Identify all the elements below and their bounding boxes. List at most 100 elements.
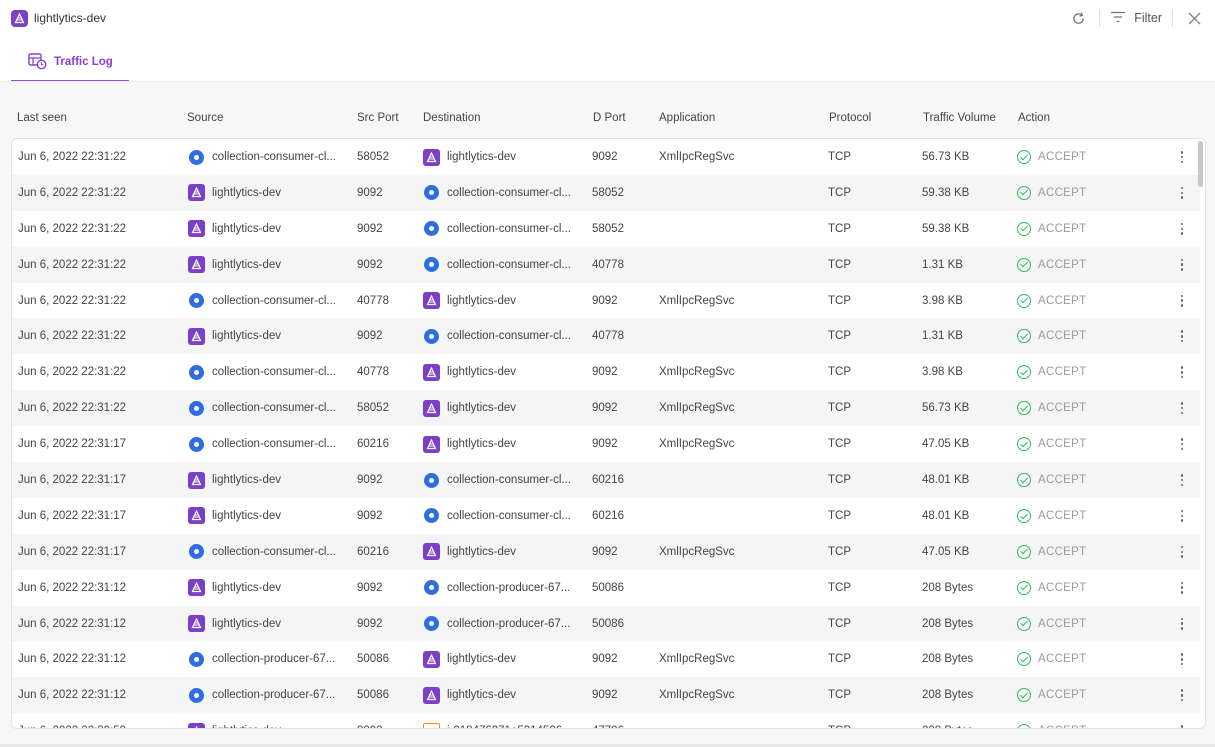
table-row[interactable]: Jun 6, 2022 22:31:22 lightlytics-dev 9092 c… (12, 174, 1200, 211)
kubernetes-icon (189, 544, 204, 560)
table-row[interactable]: Jun 6, 2022 22:31:22 lightlytics-dev 9092 c… (12, 211, 1200, 247)
source-cell[interactable]: collection-producer-67... (188, 677, 348, 713)
table-row[interactable]: Jun 6, 2022 22:31:22 collection-consumer-… (12, 283, 1200, 319)
action-label: ACCEPT (1038, 713, 1086, 728)
column-header-action[interactable]: Action (1018, 112, 1050, 124)
more-vertical-icon[interactable] (1180, 689, 1184, 702)
table-row[interactable]: Jun 6, 2022 22:31:17 collection-consumer-… (12, 533, 1200, 570)
more-vertical-icon[interactable] (1180, 258, 1184, 271)
table-row[interactable]: Jun 6, 2022 22:31:12 lightlytics-dev 9092 c… (12, 570, 1200, 606)
column-header-last-seen[interactable]: Last seen (17, 112, 67, 124)
traffic-volume-cell: 48.01 KB (922, 509, 970, 522)
table-row[interactable]: Jun 6, 2022 22:31:12 collection-producer-… (12, 641, 1200, 677)
tab-traffic-log[interactable]: Traffic Log (11, 43, 129, 82)
source-cell[interactable]: lightlytics-dev (188, 606, 348, 642)
table-row[interactable]: Jun 6, 2022 22:30:59 lightlytics-dev 9092 i… (12, 713, 1200, 728)
column-header-protocol[interactable]: Protocol (829, 112, 872, 124)
destination-cell[interactable]: lightlytics-dev (423, 534, 583, 570)
destination-cell[interactable]: lightlytics-dev (423, 641, 583, 677)
more-vertical-icon[interactable] (1180, 186, 1184, 199)
table-row[interactable]: Jun 6, 2022 22:31:12 collection-producer-… (12, 677, 1200, 714)
last-seen-cell: Jun 6, 2022 22:31:12 (18, 689, 127, 702)
destination-name: lightlytics-dev (447, 402, 517, 415)
source-cell[interactable]: collection-consumer-cl... (188, 139, 348, 175)
source-cell[interactable]: lightlytics-dev (188, 570, 348, 606)
more-vertical-icon[interactable] (1180, 438, 1184, 451)
destination-cell[interactable]: lightlytics-dev (423, 283, 583, 319)
destination-cell[interactable]: collection-consumer-cl... (423, 498, 583, 534)
close-icon[interactable] (1183, 7, 1205, 29)
table-row[interactable]: Jun 6, 2022 22:31:17 lightlytics-dev 9092 c… (12, 462, 1200, 498)
table-row[interactable]: Jun 6, 2022 22:31:22 lightlytics-dev 9092 c… (12, 246, 1200, 283)
more-vertical-icon[interactable] (1180, 725, 1184, 728)
column-header-destination[interactable]: Destination (423, 112, 481, 124)
source-cell[interactable]: lightlytics-dev (188, 462, 348, 498)
destination-cell[interactable]: collection-consumer-cl... (423, 318, 583, 354)
column-header-d-port[interactable]: D Port (593, 112, 626, 124)
source-cell[interactable]: lightlytics-dev (188, 713, 348, 728)
source-cell[interactable]: lightlytics-dev (188, 247, 348, 283)
source-cell[interactable]: collection-consumer-cl... (188, 354, 348, 390)
more-vertical-icon[interactable] (1180, 330, 1184, 343)
destination-name: lightlytics-dev (447, 438, 517, 451)
table-row[interactable]: Jun 6, 2022 22:31:22 collection-consumer-… (12, 390, 1200, 427)
refresh-icon[interactable] (1067, 7, 1089, 29)
source-cell[interactable]: collection-producer-67... (188, 641, 348, 677)
lightlytics-icon (188, 579, 205, 597)
more-vertical-icon[interactable] (1180, 474, 1184, 487)
destination-cell[interactable]: collection-consumer-cl... (423, 175, 583, 211)
destination-cell[interactable]: lightlytics-dev (423, 354, 583, 390)
d-port-cell: 9092 (592, 545, 618, 558)
table-row[interactable]: Jun 6, 2022 22:31:22 collection-consumer-… (12, 354, 1200, 390)
table-row[interactable]: Jun 6, 2022 22:31:22 collection-consumer-… (12, 139, 1200, 175)
more-vertical-icon[interactable] (1180, 366, 1184, 379)
traffic-log-icon (28, 53, 47, 70)
table-row[interactable]: Jun 6, 2022 22:31:17 collection-consumer-… (12, 426, 1200, 462)
destination-cell[interactable]: lightlytics-dev (423, 390, 583, 426)
destination-cell[interactable]: collection-consumer-cl... (423, 462, 583, 498)
destination-cell[interactable]: lightlytics-dev (423, 139, 583, 175)
source-cell[interactable]: lightlytics-dev (188, 211, 348, 247)
more-vertical-icon[interactable] (1180, 545, 1184, 558)
last-seen-cell: Jun 6, 2022 22:31:17 (18, 509, 127, 522)
source-cell[interactable]: collection-consumer-cl... (188, 390, 348, 426)
lightlytics-icon (423, 543, 440, 561)
column-header-src-port[interactable]: Src Port (357, 112, 399, 124)
source-cell[interactable]: collection-consumer-cl... (188, 283, 348, 319)
destination-cell[interactable]: collection-consumer-cl... (423, 211, 583, 247)
column-header-source[interactable]: Source (187, 112, 224, 124)
destination-cell[interactable]: lightlytics-dev (423, 426, 583, 462)
destination-cell[interactable]: lightlytics-dev (423, 677, 583, 713)
more-vertical-icon[interactable] (1180, 151, 1184, 163)
destination-cell[interactable]: collection-producer-67... (423, 606, 583, 642)
last-seen-cell: Jun 6, 2022 22:31:22 (18, 186, 127, 199)
destination-cell[interactable]: collection-consumer-cl... (423, 247, 583, 283)
table-row[interactable]: Jun 6, 2022 22:31:17 lightlytics-dev 9092 c… (12, 498, 1200, 534)
more-vertical-icon[interactable] (1180, 653, 1184, 666)
more-vertical-icon[interactable] (1180, 294, 1184, 307)
source-name: lightlytics-dev (212, 258, 282, 271)
table-row[interactable]: Jun 6, 2022 22:31:22 lightlytics-dev 9092 c… (12, 318, 1200, 355)
table-header: Last seen Source Src Port Destination D … (11, 110, 1205, 128)
source-cell[interactable]: lightlytics-dev (188, 498, 348, 534)
more-vertical-icon[interactable] (1180, 617, 1184, 630)
scrollbar[interactable] (1198, 141, 1203, 187)
filter-button[interactable]: Filter (1110, 11, 1162, 26)
source-cell[interactable]: lightlytics-dev (188, 175, 348, 211)
more-vertical-icon[interactable] (1180, 222, 1184, 235)
more-vertical-icon[interactable] (1180, 402, 1184, 415)
destination-cell[interactable]: i-018476371e5314506 (423, 713, 583, 728)
source-cell[interactable]: collection-consumer-cl... (188, 426, 348, 462)
source-cell[interactable]: collection-consumer-cl... (188, 534, 348, 570)
column-header-application[interactable]: Application (659, 112, 716, 124)
src-port-cell: 60216 (357, 545, 389, 558)
last-seen-cell: Jun 6, 2022 22:31:17 (18, 474, 127, 487)
column-header-traffic-volume[interactable]: Traffic Volume (923, 112, 996, 124)
more-vertical-icon[interactable] (1180, 581, 1184, 594)
action-label: ACCEPT (1038, 366, 1087, 379)
source-cell[interactable]: lightlytics-dev (188, 318, 348, 354)
table-row[interactable]: Jun 6, 2022 22:31:12 lightlytics-dev 9092 c… (12, 605, 1200, 642)
protocol-cell: TCP (828, 713, 851, 728)
destination-cell[interactable]: collection-producer-67... (423, 570, 583, 606)
more-vertical-icon[interactable] (1180, 509, 1184, 522)
